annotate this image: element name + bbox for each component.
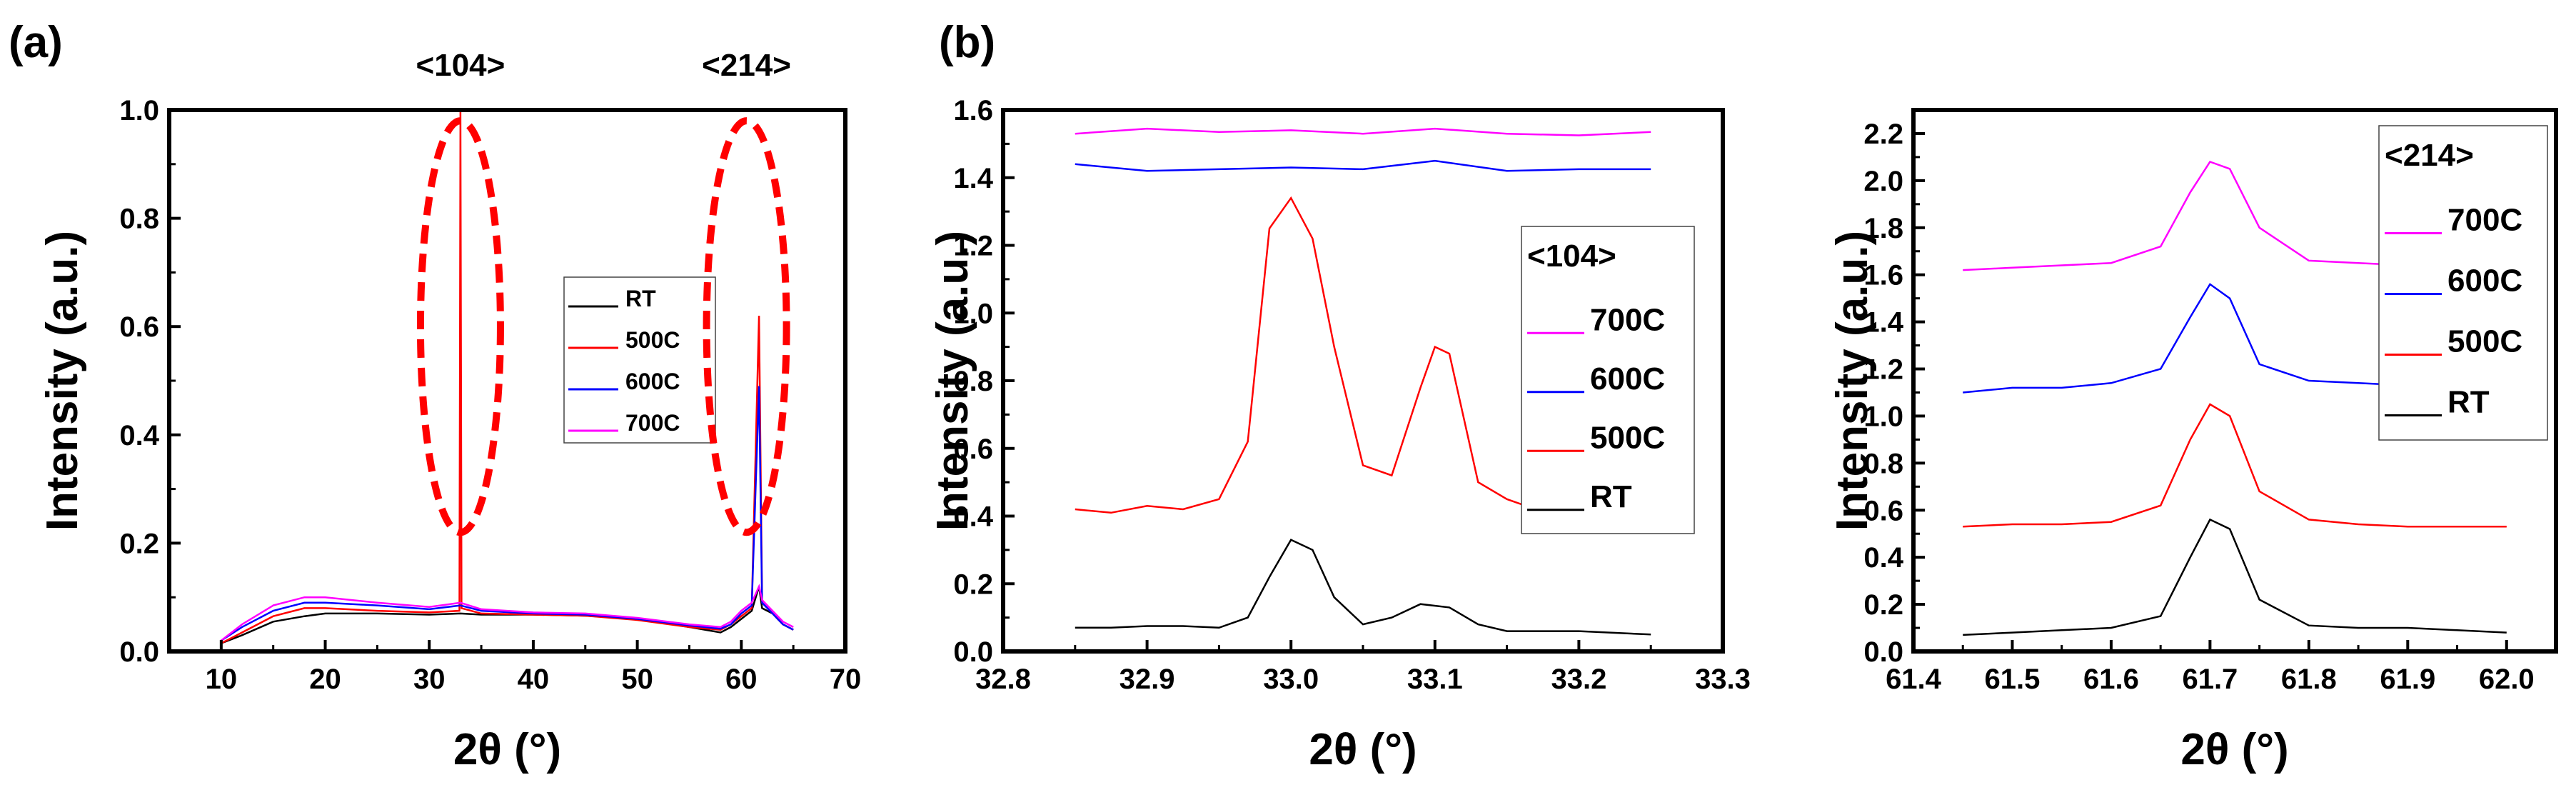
x-axis-label: 2θ (°)	[2180, 725, 2288, 774]
x-tick-label: 33.2	[1551, 664, 1606, 695]
y-tick-label: 1.0	[1863, 401, 1903, 432]
legend: RT 500C 600C 700C	[563, 276, 716, 444]
legend-box	[563, 276, 716, 444]
legend-label: 600C	[1590, 361, 1665, 396]
y-tick-label: 1.0	[953, 298, 993, 329]
x-tick-label: 20	[309, 664, 341, 695]
x-tick-label: 61.4	[1886, 664, 1942, 695]
legend: <104> 700C 600C 500C RT	[1521, 226, 1695, 534]
y-tick-label: 0.4	[119, 420, 159, 451]
x-tick-label: 61.6	[2083, 664, 2139, 695]
series-line-600c	[1075, 159, 1651, 172]
y-tick-label: 1.4	[953, 163, 993, 194]
y-tick-label: 0.6	[953, 434, 993, 465]
panel-a-label: (a)	[9, 18, 63, 67]
x-tick-label: 32.8	[975, 664, 1031, 695]
legend-label: 500C	[1590, 420, 1665, 455]
x-tick-label: 62.0	[2479, 664, 2535, 695]
y-tick-label: 0.4	[953, 501, 993, 533]
series-line-600c	[221, 386, 794, 641]
y-tick-label: 1.4	[1863, 307, 1903, 339]
legend: <214> 700C 600C 500C RT	[2378, 125, 2548, 441]
x-tick-label: 70	[830, 664, 862, 695]
x-tick-label: 33.3	[1695, 664, 1751, 695]
y-tick-label: 0.0	[119, 636, 159, 668]
y-tick-label: 1.2	[1863, 354, 1903, 386]
y-tick-label: 0.2	[119, 528, 159, 559]
chart-a: 10 20 30 40 50 60 70 0.0 0.2 0.4 0.6 0.8 1.0 2θ (°) In…	[38, 48, 861, 774]
plot-frame	[167, 108, 847, 654]
series-line-700c	[1075, 127, 1651, 136]
y-tick-label: 0.4	[1863, 542, 1903, 574]
plot-frame	[1911, 108, 2558, 654]
legend-label: 700C	[2447, 203, 2522, 238]
x-axis-label: 2θ (°)	[1309, 725, 1417, 774]
y-tick-label: 0.2	[953, 569, 993, 600]
x-tick-label: 30	[413, 664, 446, 695]
annotation-ellipse	[416, 117, 504, 536]
chart-b-214: 61.4 61.5 61.6 61.7 61.8 61.9 62.0 0.0 0.2 0.4 0.6…	[1828, 108, 2558, 774]
y-tick-label: 0.8	[953, 366, 993, 397]
legend-label: RT	[2447, 385, 2490, 420]
y-tick-label: 2.0	[1863, 166, 1903, 197]
legend-label: 700C	[1590, 302, 1665, 337]
series-line-700c	[221, 584, 794, 641]
legend-title: <214>	[2385, 138, 2474, 173]
y-tick-label: 0.8	[1863, 448, 1903, 479]
y-tick-label: 0.0	[953, 636, 993, 668]
legend-label: 500C	[625, 327, 680, 353]
y-tick-label: 1.6	[1863, 260, 1903, 291]
legend-label: 700C	[625, 410, 680, 436]
chart-b-104: 32.8 32.9 33.0 33.1 33.2 33.3 0.0 0.2 0.4 0.6 0.8 1…	[928, 95, 1751, 774]
y-tick-label: 0.2	[1863, 589, 1903, 621]
legend-label: RT	[1590, 479, 1632, 514]
legend-box	[1521, 226, 1695, 534]
y-tick-label: 1.2	[953, 231, 993, 262]
peak-annotation-label: <214>	[702, 48, 791, 83]
x-tick-label: 32.9	[1120, 664, 1175, 695]
y-tick-label: 0.6	[1863, 495, 1903, 526]
legend-label: 500C	[2447, 324, 2522, 359]
legend-title: <104>	[1527, 239, 1616, 274]
series-line-rt	[1075, 539, 1651, 636]
y-tick-label: 0.0	[1863, 636, 1903, 668]
annotation-ellipse	[703, 117, 790, 536]
peak-annotation-label: <104>	[416, 48, 505, 83]
x-tick-label: 61.5	[1985, 664, 2041, 695]
x-tick-label: 10	[206, 664, 238, 695]
y-tick-label: 1.6	[953, 95, 993, 126]
x-tick-label: 61.9	[2380, 664, 2435, 695]
legend-label: 600C	[625, 369, 680, 394]
x-tick-label: 33.1	[1407, 664, 1463, 695]
series-line-500c	[1075, 196, 1536, 514]
series-line-500c	[221, 110, 794, 644]
x-tick-label: 61.7	[2182, 664, 2238, 695]
x-tick-label: 50	[621, 664, 653, 695]
series-line-rt	[1963, 518, 2507, 636]
y-axis-label: Intensity (a.u.)	[928, 231, 977, 531]
legend-box	[2378, 125, 2548, 441]
y-axis-label: Intensity (a.u.)	[1828, 231, 1877, 531]
y-tick-label: 0.8	[119, 204, 159, 235]
x-tick-label: 61.8	[2281, 664, 2337, 695]
x-tick-label: 40	[518, 664, 550, 695]
x-axis-label: 2θ (°)	[453, 725, 561, 774]
legend-label: 600C	[2447, 264, 2522, 299]
series-line-500c	[1963, 403, 2507, 528]
y-tick-label: 1.0	[119, 95, 159, 126]
y-tick-label: 1.8	[1863, 213, 1903, 244]
y-tick-label: 2.2	[1863, 119, 1903, 150]
x-tick-label: 60	[725, 664, 758, 695]
panel-b-label: (b)	[939, 18, 995, 67]
y-axis-label: Intensity (a.u.)	[38, 231, 87, 531]
y-tick-label: 0.6	[119, 311, 159, 343]
legend-label: RT	[625, 286, 656, 311]
x-tick-label: 33.0	[1263, 664, 1319, 695]
